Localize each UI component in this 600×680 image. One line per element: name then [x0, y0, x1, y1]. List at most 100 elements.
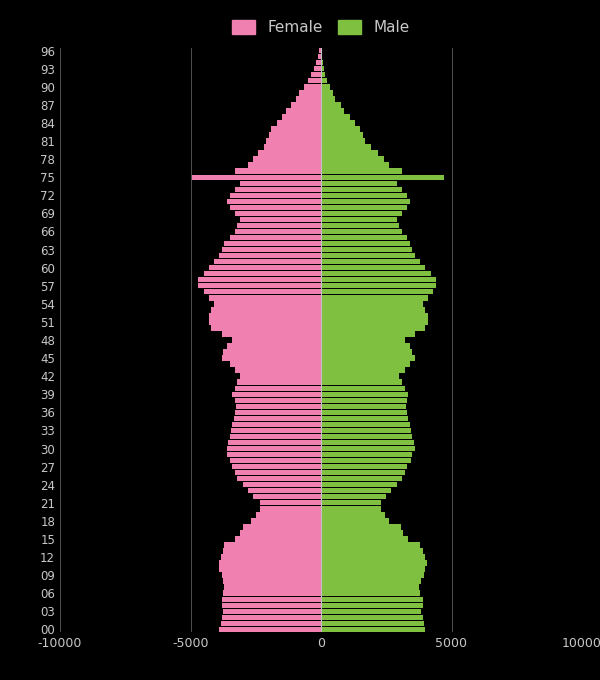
Bar — [238, 379, 321, 385]
Bar — [223, 548, 321, 554]
Bar — [235, 470, 321, 475]
Bar — [321, 446, 415, 452]
Bar — [321, 337, 404, 343]
Bar — [321, 609, 421, 614]
Bar — [321, 205, 407, 210]
Bar — [308, 78, 321, 84]
Bar — [321, 78, 327, 84]
Bar — [209, 295, 321, 301]
Bar — [222, 356, 321, 361]
Bar — [321, 537, 409, 542]
Bar — [242, 524, 321, 530]
Bar — [227, 343, 321, 349]
Bar — [321, 343, 410, 349]
Bar — [191, 175, 321, 180]
Bar — [203, 271, 321, 276]
Bar — [232, 422, 321, 427]
Bar — [321, 150, 379, 156]
Bar — [223, 590, 321, 596]
Bar — [321, 289, 433, 294]
Bar — [224, 542, 321, 547]
Bar — [321, 452, 412, 457]
Bar — [209, 265, 321, 271]
Bar — [321, 379, 402, 385]
Bar — [232, 464, 321, 469]
Bar — [222, 331, 321, 337]
Bar — [321, 271, 431, 276]
Bar — [211, 307, 321, 313]
Bar — [219, 627, 321, 632]
Bar — [259, 150, 321, 156]
Bar — [321, 277, 436, 282]
Bar — [260, 500, 321, 505]
Bar — [203, 289, 321, 294]
Bar — [321, 524, 401, 530]
Bar — [235, 537, 321, 542]
Bar — [236, 404, 321, 409]
Bar — [321, 223, 400, 228]
Bar — [321, 566, 425, 572]
Bar — [232, 337, 321, 343]
Bar — [251, 518, 321, 524]
Bar — [321, 409, 407, 415]
Bar — [224, 241, 321, 246]
Bar — [240, 530, 321, 536]
Bar — [321, 235, 407, 240]
Bar — [321, 54, 322, 59]
Bar — [321, 133, 363, 138]
Bar — [222, 247, 321, 252]
Bar — [240, 180, 321, 186]
Bar — [321, 415, 409, 421]
Bar — [321, 476, 402, 481]
Bar — [321, 259, 420, 265]
Bar — [222, 615, 321, 620]
Bar — [321, 428, 411, 433]
Bar — [321, 228, 402, 234]
Bar — [321, 512, 385, 517]
Bar — [230, 205, 321, 210]
Bar — [235, 409, 321, 415]
Bar — [321, 144, 371, 150]
Bar — [222, 602, 321, 608]
Bar — [321, 621, 424, 626]
Bar — [321, 72, 325, 78]
Bar — [321, 373, 400, 379]
Bar — [235, 367, 321, 373]
Bar — [230, 434, 321, 439]
Bar — [321, 108, 344, 114]
Bar — [321, 404, 406, 409]
Bar — [271, 126, 321, 132]
Bar — [235, 398, 321, 403]
Bar — [321, 585, 419, 590]
Bar — [222, 573, 321, 578]
Bar — [253, 494, 321, 500]
Bar — [321, 319, 428, 324]
Bar — [321, 494, 386, 500]
Bar — [321, 66, 324, 71]
Bar — [296, 96, 321, 101]
Bar — [321, 217, 397, 222]
Bar — [221, 621, 321, 626]
Bar — [214, 259, 321, 265]
Bar — [214, 301, 321, 307]
Bar — [321, 579, 421, 584]
Bar — [321, 573, 424, 578]
Bar — [321, 602, 423, 608]
Bar — [314, 66, 321, 71]
Bar — [260, 506, 321, 511]
Bar — [222, 596, 321, 602]
Bar — [232, 392, 321, 397]
Bar — [209, 319, 321, 324]
Bar — [253, 156, 321, 162]
Bar — [235, 169, 321, 174]
Bar — [321, 199, 410, 204]
Bar — [321, 548, 423, 554]
Bar — [321, 96, 335, 101]
Bar — [238, 223, 321, 228]
Bar — [238, 476, 321, 481]
Bar — [321, 615, 423, 620]
Bar — [321, 440, 413, 445]
Bar — [235, 211, 321, 216]
Bar — [321, 156, 383, 162]
Bar — [321, 518, 389, 524]
